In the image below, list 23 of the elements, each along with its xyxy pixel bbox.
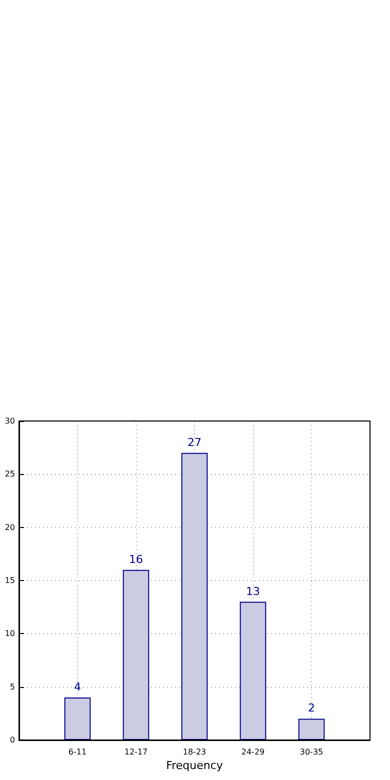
- y-tick-label: 30: [4, 416, 15, 426]
- bar: [122, 570, 150, 740]
- data-label: 4: [74, 680, 81, 694]
- bar: [298, 718, 325, 740]
- y-tick-label: 5: [10, 682, 15, 692]
- y-tick-label: 15: [4, 576, 15, 585]
- data-label: 13: [246, 584, 260, 598]
- y-tick-label: 0: [10, 736, 15, 744]
- x-tick-label: 6-11: [68, 748, 87, 756]
- x-tick-label: 30-35: [300, 748, 324, 756]
- bar: [64, 697, 91, 740]
- data-label: 2: [308, 702, 315, 715]
- x-tick-label: 24-29: [241, 748, 265, 756]
- y-tick-label: 25: [4, 470, 15, 479]
- data-label: 27: [188, 436, 202, 449]
- y-tick-label: 10: [4, 629, 15, 638]
- x-axis-title: Frequency: [166, 759, 224, 772]
- x-tick-label: 18-23: [182, 748, 206, 756]
- data-label: 16: [129, 552, 143, 566]
- y-tick-label: 20: [4, 522, 15, 532]
- bar: [240, 602, 266, 740]
- x-tick-label: 12-17: [124, 748, 148, 756]
- bar: [181, 452, 208, 740]
